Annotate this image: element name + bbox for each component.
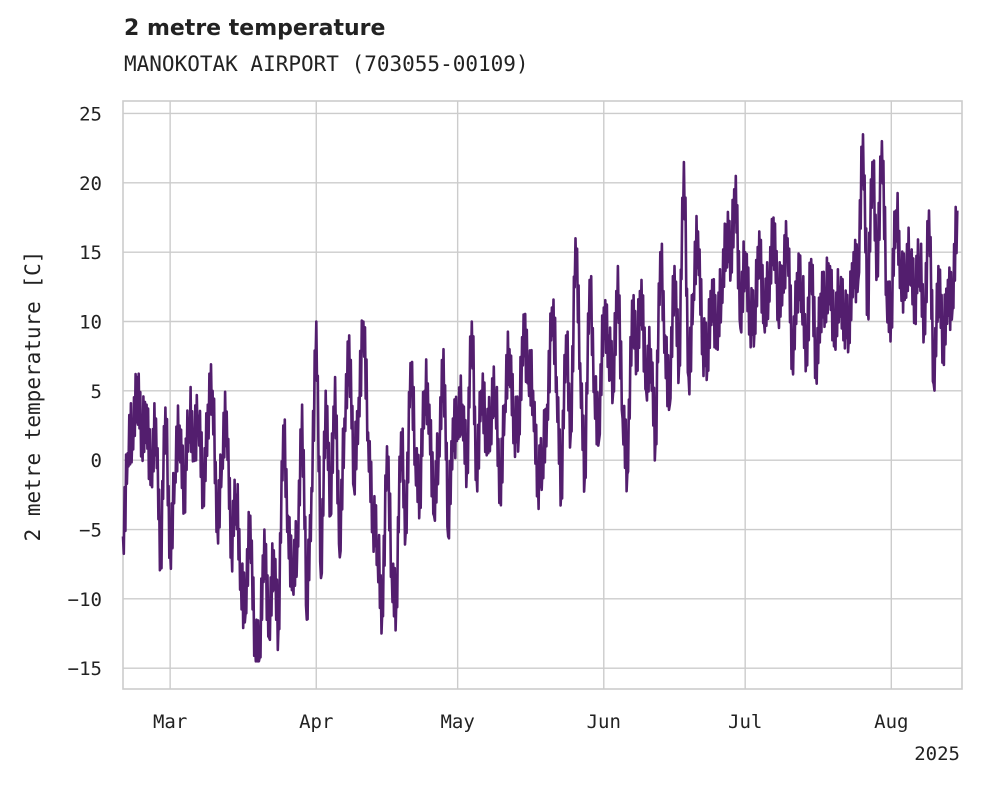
x-axis-year-label: 2025	[914, 743, 960, 765]
x-axis-ticks: Mar Apr May Jun Jul Aug	[153, 711, 908, 733]
chart-title: 2 metre temperature	[124, 16, 386, 41]
plot-frame	[122, 100, 963, 690]
y-tick-label: −5	[79, 520, 102, 542]
temperature-series-line	[121, 133, 959, 663]
y-tick-label: 20	[79, 173, 102, 195]
x-tick-label: Jul	[728, 711, 762, 733]
x-tick-label: Aug	[874, 711, 908, 733]
y-tick-label: 0	[91, 450, 102, 472]
x-tick-label: Jun	[587, 711, 621, 733]
x-tick-label: May	[440, 711, 474, 733]
x-tick-label: Mar	[153, 711, 187, 733]
y-axis-ticks: −15 −10 −5 0 5 10 15 20 25	[68, 103, 102, 680]
y-tick-label: −10	[68, 589, 102, 611]
y-tick-label: −15	[68, 658, 102, 680]
y-tick-label: 25	[79, 103, 102, 125]
y-tick-label: 10	[79, 312, 102, 334]
grid-lines	[123, 101, 962, 689]
chart-subtitle: MANOKOTAK AIRPORT (703055-00109)	[124, 52, 529, 76]
y-tick-label: 5	[91, 381, 102, 403]
y-axis-label: 2 metre temperature [C]	[21, 251, 45, 542]
x-tick-label: Apr	[299, 711, 333, 733]
y-tick-label: 15	[79, 242, 102, 264]
